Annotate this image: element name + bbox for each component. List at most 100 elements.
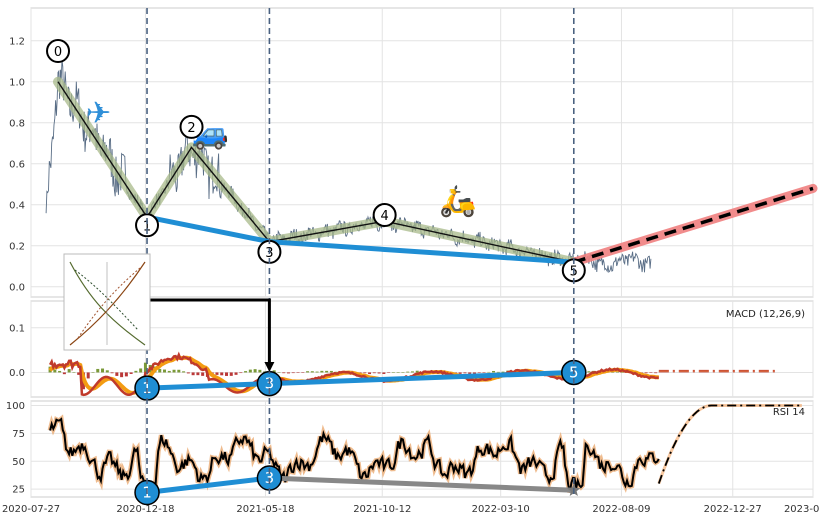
- panel-frame: [30, 7, 814, 298]
- rsi-panel: 10075502513RSI 14: [6, 400, 814, 506]
- macd-hist-bar: [654, 372, 658, 374]
- rsi-trend-line: [144, 475, 272, 495]
- macd-hist-bar: [129, 372, 133, 374]
- macd-hist-bar: [329, 370, 333, 373]
- macd-hist-bar: [649, 372, 653, 373]
- airplane-icon: ✈: [86, 96, 111, 131]
- macd-hist-bar: [401, 372, 405, 373]
- wave-label-circle: [179, 114, 204, 139]
- x-axis: 2020-07-27 2020-12-18 2021-05-18 2021-10-12…: [2, 504, 819, 515]
- vertical-lines: [146, 8, 575, 497]
- y-tick-label: 0.2: [9, 241, 25, 252]
- macd-hist-bar: [62, 372, 66, 375]
- macd-hist-bar: [472, 372, 476, 374]
- macd-hist-bar: [258, 369, 262, 373]
- y-tick-label: 50: [12, 457, 25, 468]
- macd-hist-bar: [115, 372, 119, 376]
- wave-label: 2: [187, 121, 195, 136]
- macd-hist-bar: [120, 372, 124, 378]
- macd-hist-bar: [325, 370, 329, 373]
- macd-hist-bar: [616, 371, 619, 373]
- macd-hist-bar: [239, 372, 243, 374]
- macd-hist-bar: [282, 372, 286, 374]
- macd-hist-bar: [468, 372, 472, 374]
- macd-hist-bar: [72, 372, 76, 373]
- macd-hist-bar: [167, 370, 171, 373]
- x-tick-label: 2022-12-27: [704, 504, 762, 515]
- macd-hist-bar: [315, 371, 319, 373]
- panel-frame: [30, 300, 814, 398]
- x-tick-label: 2020-12-18: [116, 504, 174, 515]
- scooter-icon: 🛵: [439, 184, 476, 219]
- inset-thumbnail: [63, 253, 151, 351]
- connector-line: [150, 298, 271, 368]
- macd-hist-bar: [286, 372, 290, 374]
- macd-hist-bar: [410, 371, 414, 373]
- wave-label: 1: [143, 219, 151, 234]
- macd-hist-bar: [301, 372, 305, 373]
- x-tick-label: 2023-04-07: [784, 504, 819, 515]
- macd-hist-bar: [177, 369, 181, 373]
- macd-hist-bar: [387, 372, 391, 373]
- macd-hist-bar: [67, 369, 71, 373]
- macd-title: MACD (12,26,9): [726, 309, 805, 320]
- macd-hist-bar: [124, 372, 128, 377]
- wave-label-circle: [46, 39, 71, 64]
- wave-label-circle: [135, 213, 160, 238]
- wave-label-circle: [372, 203, 397, 228]
- macd-hist-bar: [244, 371, 248, 373]
- macd-hist-bar: [620, 372, 624, 373]
- macd-hist-bar: [382, 372, 386, 374]
- macd-hist-bar: [482, 372, 486, 373]
- macd-hist-bar: [644, 372, 648, 374]
- rsi-title: RSI 14: [773, 407, 805, 418]
- y-tick-label: 1.2: [9, 36, 25, 47]
- macd-hist-bar: [234, 372, 238, 375]
- y-tick-label: 100: [6, 401, 25, 412]
- y-tick-label: 0.4: [9, 200, 25, 211]
- macd-hist-bar: [406, 371, 410, 373]
- macd-hist-bar: [253, 369, 257, 373]
- macd-hist-bar: [487, 371, 491, 373]
- macd-hist-bar: [215, 372, 219, 375]
- macd-hist-bar: [182, 371, 186, 373]
- macd-hist-bar: [229, 372, 233, 376]
- y-tick-label: 0.0: [9, 282, 25, 293]
- macd-hist-bar: [105, 370, 109, 373]
- connector-arrowhead: [264, 362, 275, 372]
- connector-arrow: [150, 298, 275, 372]
- macd-hist-bar: [196, 372, 200, 376]
- macd-hist-bar: [143, 362, 147, 373]
- x-tick-label: 2021-05-18: [236, 504, 294, 515]
- macd-hist-bar: [225, 372, 228, 376]
- y-tick-label: 75: [12, 429, 25, 440]
- macd-hist-bar: [96, 368, 100, 373]
- macd-hist-bar: [415, 370, 419, 373]
- macd-hist-bar: [463, 372, 467, 374]
- macd-hist-bar: [334, 371, 338, 373]
- y-tick-label: 0.8: [9, 118, 25, 129]
- price-panel: 1.21.00.80.60.40.20.0✈🚙🛵012345: [9, 7, 818, 298]
- macd-hist-bar: [272, 370, 276, 373]
- macd-hist-bar: [306, 371, 310, 373]
- macd-hist-bar: [139, 368, 143, 373]
- macd-hist-bar: [58, 370, 62, 373]
- y-tick-label: 1.0: [9, 77, 25, 88]
- macd-hist-bar: [377, 372, 381, 374]
- x-tick-label: 2022-08-09: [592, 504, 650, 515]
- macd-panel: 0.10.0135MACD (12,26,9): [9, 300, 814, 401]
- macd-hist-bar: [186, 372, 190, 374]
- x-tick-label: 2021-10-12: [353, 504, 411, 515]
- macd-hist-bar: [496, 371, 500, 373]
- macd-hist-bar: [458, 372, 462, 374]
- macd-hist-bar: [110, 372, 114, 374]
- macd-hist-bar: [363, 372, 367, 374]
- macd-hist-bar: [53, 369, 57, 373]
- macd-hist-bar: [391, 372, 395, 373]
- macd-hist-bar: [248, 369, 252, 373]
- macd-line: [48, 351, 659, 397]
- y-tick-label: 0.6: [9, 159, 25, 170]
- macd-hist-bar: [220, 372, 224, 376]
- wave-label: 0: [54, 45, 62, 60]
- macd-hist-bar: [172, 369, 176, 373]
